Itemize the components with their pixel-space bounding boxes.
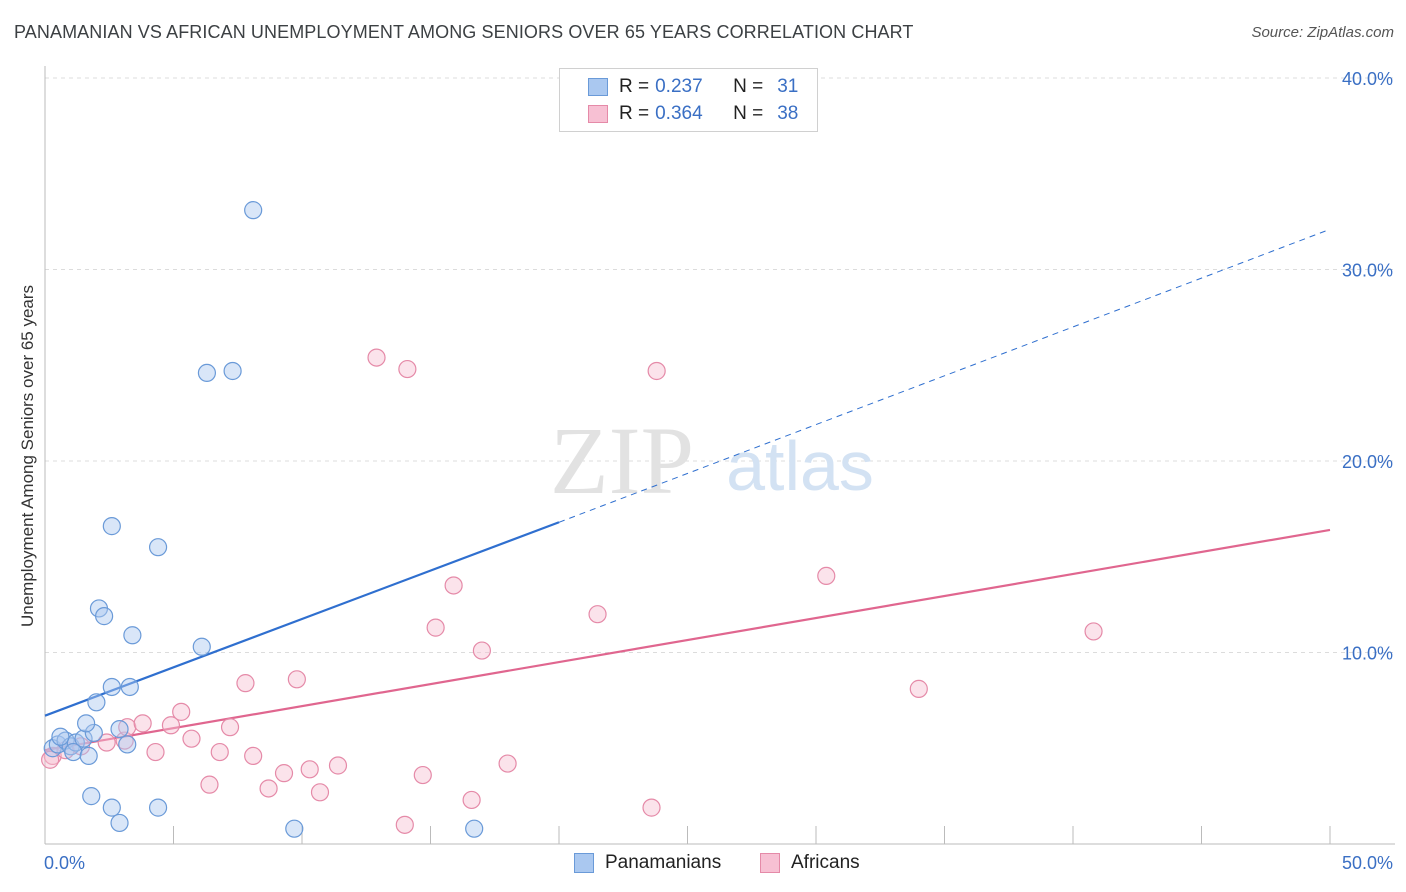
watermark-zip: ZIP	[550, 407, 694, 514]
data-point-africans	[200, 775, 219, 794]
data-point-africans	[210, 742, 229, 762]
data-point-africans	[161, 716, 181, 735]
data-point-panamanians	[118, 735, 137, 754]
data-point-panamanians	[51, 727, 70, 746]
data-point-africans	[588, 605, 607, 624]
watermark-atlas: atlas	[726, 427, 874, 505]
data-point-africans	[220, 718, 240, 737]
legend-row-africans: R = 0.364 N = 38	[588, 103, 798, 125]
data-point-africans	[236, 674, 255, 693]
data-point-panamanians	[244, 201, 263, 220]
data-point-panamanians	[79, 746, 98, 766]
data-point-africans	[413, 765, 432, 785]
data-point-panamanians	[87, 693, 106, 712]
data-point-panamanians	[148, 538, 168, 557]
data-points	[41, 201, 1103, 838]
data-point-africans	[909, 679, 928, 698]
r-label: R =	[619, 76, 650, 97]
source-label: Source: ZipAtlas.com	[1251, 24, 1394, 41]
trend-lines	[44, 228, 1331, 752]
y-tick-label: 40.0%	[1342, 69, 1393, 89]
legend-swatch-africans	[760, 853, 780, 873]
data-point-panamanians	[285, 819, 304, 838]
data-point-africans	[398, 359, 417, 379]
data-point-panamanians	[192, 637, 211, 656]
data-point-africans	[41, 750, 60, 769]
data-point-panamanians	[74, 729, 93, 748]
data-point-panamanians	[110, 813, 129, 833]
legend-item-africans[interactable]: Africans	[760, 852, 860, 874]
data-point-panamanians	[148, 798, 168, 817]
tick-labels: 10.0% 20.0% 30.0% 40.0% 0.0% 50.0%	[44, 69, 1393, 873]
r-value: 0.237	[655, 76, 703, 97]
watermark: ZIP atlas	[550, 407, 874, 514]
data-point-panamanians	[110, 719, 129, 739]
n-value: 31	[777, 76, 799, 97]
data-point-panamanians	[197, 363, 217, 383]
data-point-africans	[300, 760, 319, 779]
data-point-africans	[287, 670, 306, 689]
data-point-panamanians	[123, 626, 142, 645]
chart-title: PANAMANIAN VS AFRICAN UNEMPLOYMENT AMONG…	[14, 22, 914, 42]
legend-swatch-panamanians	[574, 853, 594, 873]
data-point-africans	[647, 361, 666, 381]
data-point-panamanians	[102, 517, 121, 536]
n-label: N =	[733, 76, 764, 97]
data-point-africans	[133, 714, 152, 733]
data-point-africans	[310, 783, 330, 802]
data-point-panamanians	[82, 787, 101, 806]
data-point-africans	[817, 566, 836, 586]
y-tick-label: 20.0%	[1342, 452, 1393, 472]
legend-swatch-panamanians	[588, 78, 608, 96]
data-point-panamanians	[223, 361, 242, 381]
data-point-africans	[146, 742, 165, 762]
trend-line-panamanians-projection	[558, 228, 1331, 523]
data-point-africans	[274, 764, 294, 783]
data-point-panamanians	[120, 677, 139, 697]
data-point-africans	[182, 729, 201, 748]
series-legend: Panamanians Africans	[0, 852, 1406, 876]
n-value: 38	[777, 103, 799, 124]
data-point-africans	[172, 702, 191, 721]
legend-item-panamanians[interactable]: Panamanians	[574, 852, 721, 874]
legend-label-africans: Africans	[791, 852, 860, 873]
y-tick-label: 10.0%	[1342, 644, 1393, 664]
legend-label-panamanians: Panamanians	[605, 852, 722, 873]
data-point-africans	[498, 754, 517, 773]
data-point-africans	[426, 618, 445, 637]
data-point-africans	[97, 733, 116, 752]
data-point-africans	[328, 756, 348, 775]
x-tick-label: 50.0%	[1342, 853, 1393, 873]
data-point-africans	[395, 815, 414, 834]
correlation-legend: R = 0.237 N = 31 R = 0.364 N = 38	[559, 68, 818, 132]
axes	[44, 66, 1395, 845]
data-point-panamanians	[84, 723, 103, 743]
x-tick-label: 0.0%	[44, 853, 85, 873]
data-point-africans	[472, 641, 491, 660]
n-label: N =	[733, 103, 764, 124]
data-point-panamanians	[102, 798, 121, 817]
y-tick-label: 30.0%	[1342, 261, 1393, 281]
r-value: 0.364	[655, 103, 703, 124]
data-point-africans	[367, 348, 386, 367]
data-point-panamanians	[64, 742, 83, 762]
data-point-africans	[462, 790, 481, 810]
data-point-africans	[244, 746, 263, 766]
trend-line-africans	[44, 528, 1331, 752]
trend-line-panamanians	[44, 521, 560, 717]
data-point-africans	[642, 798, 661, 817]
r-label: R =	[619, 103, 650, 124]
data-point-panamanians	[102, 677, 121, 697]
data-point-africans	[444, 576, 463, 595]
data-point-panamanians	[77, 714, 96, 733]
gridlines	[45, 77, 1395, 653]
legend-swatch-africans	[588, 105, 608, 123]
data-point-panamanians	[95, 607, 114, 626]
data-point-africans	[259, 779, 278, 798]
data-point-africans	[1084, 622, 1103, 641]
data-point-panamanians	[465, 819, 484, 838]
legend-row-panamanians: R = 0.237 N = 31	[588, 76, 798, 98]
